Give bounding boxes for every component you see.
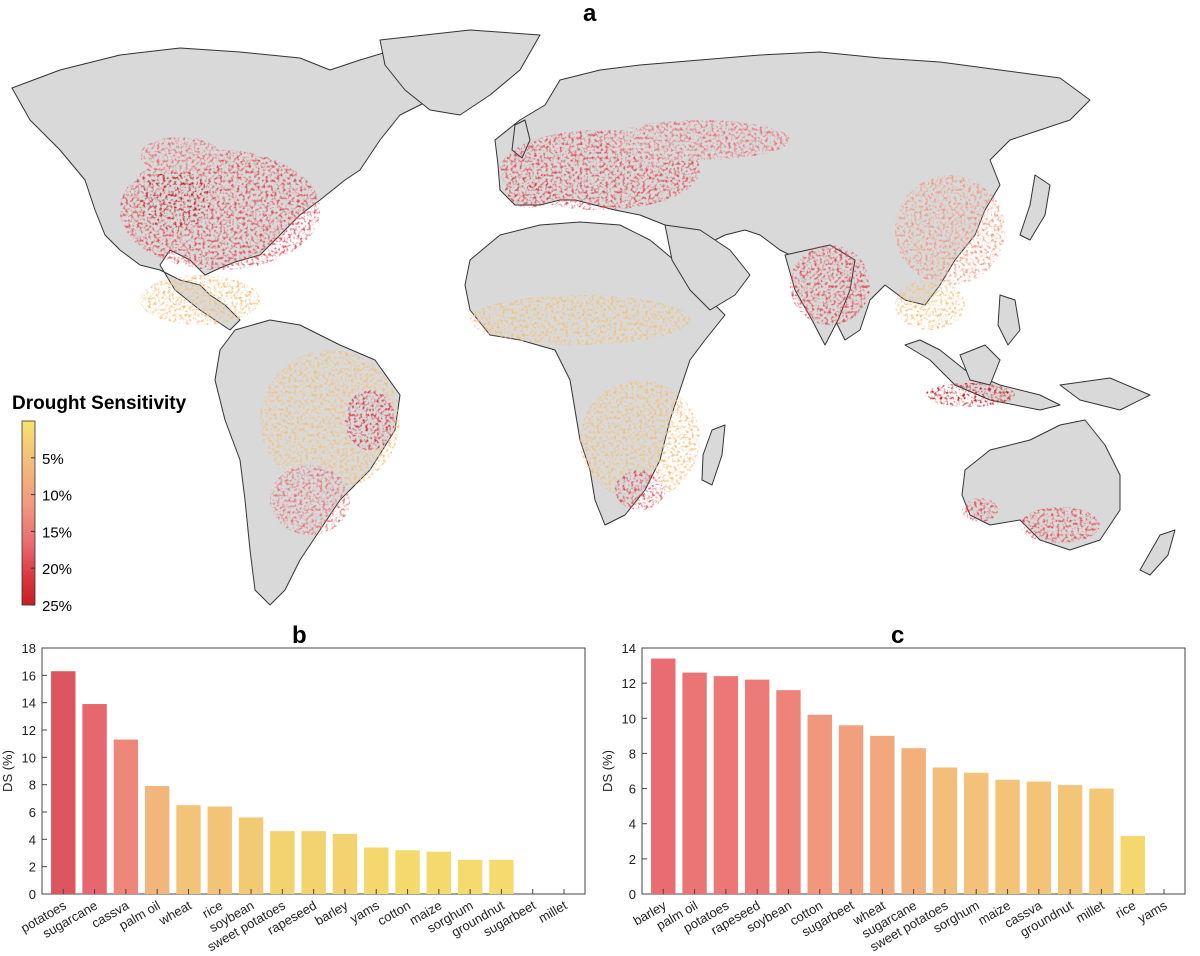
bar-millet <box>1089 788 1114 894</box>
bar-palm-oil <box>682 672 707 894</box>
legend-tick-label: 20% <box>42 561 72 578</box>
y-tick-label: 0 <box>29 887 36 902</box>
colorbar-gradient <box>21 420 36 606</box>
bar-maize <box>995 779 1020 894</box>
y-tick-label: 0 <box>629 887 636 902</box>
bar-barley <box>651 658 676 894</box>
x-tick-label: wheat <box>156 897 195 928</box>
bar-wheat <box>870 735 895 894</box>
x-tick-label: millet <box>536 897 570 925</box>
world-map <box>11 29 1176 606</box>
borneo-landmass <box>959 344 1001 386</box>
y-tick-label: 10 <box>22 750 36 765</box>
bar-soybean <box>776 690 801 894</box>
legend-colorbar: 5% 10% 15% 20% 25% <box>21 420 72 615</box>
bar-groundnut <box>1057 785 1083 894</box>
bar-rice <box>1120 836 1145 894</box>
legend-title: Drought Sensitivity <box>12 393 187 414</box>
y-tick-label: 2 <box>29 860 36 875</box>
bar-rapeseed <box>301 831 326 894</box>
bar-cotton <box>807 714 832 894</box>
legend-tick-label: 5% <box>42 451 64 468</box>
panel-label-a: a <box>583 0 597 27</box>
bar-maize <box>426 851 452 894</box>
y-tick-label: 6 <box>29 805 36 820</box>
bar-sugarbeet <box>838 725 864 894</box>
y-tick-label: 8 <box>29 778 36 793</box>
y-tick-label: 4 <box>29 832 36 847</box>
new-guinea-landmass <box>1059 377 1151 411</box>
x-tick-label: yams <box>1135 897 1170 926</box>
bar-sorghum <box>964 772 989 894</box>
x-tick-label: cotton <box>375 898 413 929</box>
bar-yams <box>364 847 389 894</box>
x-tick-label: millet <box>1073 897 1107 925</box>
y-tick-label: 4 <box>629 817 636 832</box>
bar-sugarcane <box>901 748 926 894</box>
x-tick-label: barley <box>312 897 351 928</box>
panel-label-c: c <box>891 622 905 649</box>
bar-potatoes <box>713 676 739 894</box>
philippines-landmass <box>997 294 1021 346</box>
y-tick-label: 8 <box>629 746 636 761</box>
bar-sweet-potatoes <box>270 831 295 894</box>
y-tick-label: 14 <box>622 641 636 656</box>
bar-cotton <box>395 850 420 894</box>
bar-potatoes <box>51 671 76 894</box>
japan-landmass <box>1019 174 1051 241</box>
greenland-landmass <box>379 29 541 116</box>
bar-soybean <box>238 817 264 894</box>
legend-tick-label: 25% <box>42 598 72 615</box>
bar-sorghum <box>457 859 483 894</box>
bar-sugarcane <box>82 704 107 894</box>
legend-tick-label: 15% <box>42 524 72 541</box>
x-tick-label: yams <box>347 897 382 926</box>
y-tick-label: 12 <box>22 723 36 738</box>
y-tick-label: 6 <box>629 782 636 797</box>
bar-rice <box>207 806 232 894</box>
sensitivity-overlay <box>120 120 1100 543</box>
madagascar-landmass <box>701 424 726 486</box>
bar-cassva <box>1026 781 1052 894</box>
y-axis-label: DS (%) <box>0 750 15 792</box>
y-tick-label: 18 <box>22 641 36 656</box>
panel-label-b: b <box>292 622 307 649</box>
x-tick-label: rice <box>1113 898 1139 921</box>
y-tick-label: 2 <box>629 852 636 867</box>
bar-sweet-potatoes <box>932 767 958 894</box>
bar-wheat <box>176 805 201 894</box>
arabia-landmass <box>664 224 751 311</box>
indonesia-landmass <box>904 339 1061 411</box>
bar-barley <box>332 833 358 894</box>
bar-cassva <box>113 739 139 894</box>
bar-rapeseed <box>744 679 770 894</box>
y-axis-label: DS (%) <box>600 750 615 792</box>
bar-palm-oil <box>144 786 170 894</box>
legend-tick-label: 10% <box>42 488 72 505</box>
bar-groundnut <box>489 859 514 894</box>
y-tick-label: 14 <box>22 696 36 711</box>
y-tick-label: 10 <box>622 711 636 726</box>
y-tick-label: 12 <box>622 676 636 691</box>
y-tick-label: 16 <box>22 668 36 683</box>
new-zealand-landmass <box>1139 529 1176 576</box>
